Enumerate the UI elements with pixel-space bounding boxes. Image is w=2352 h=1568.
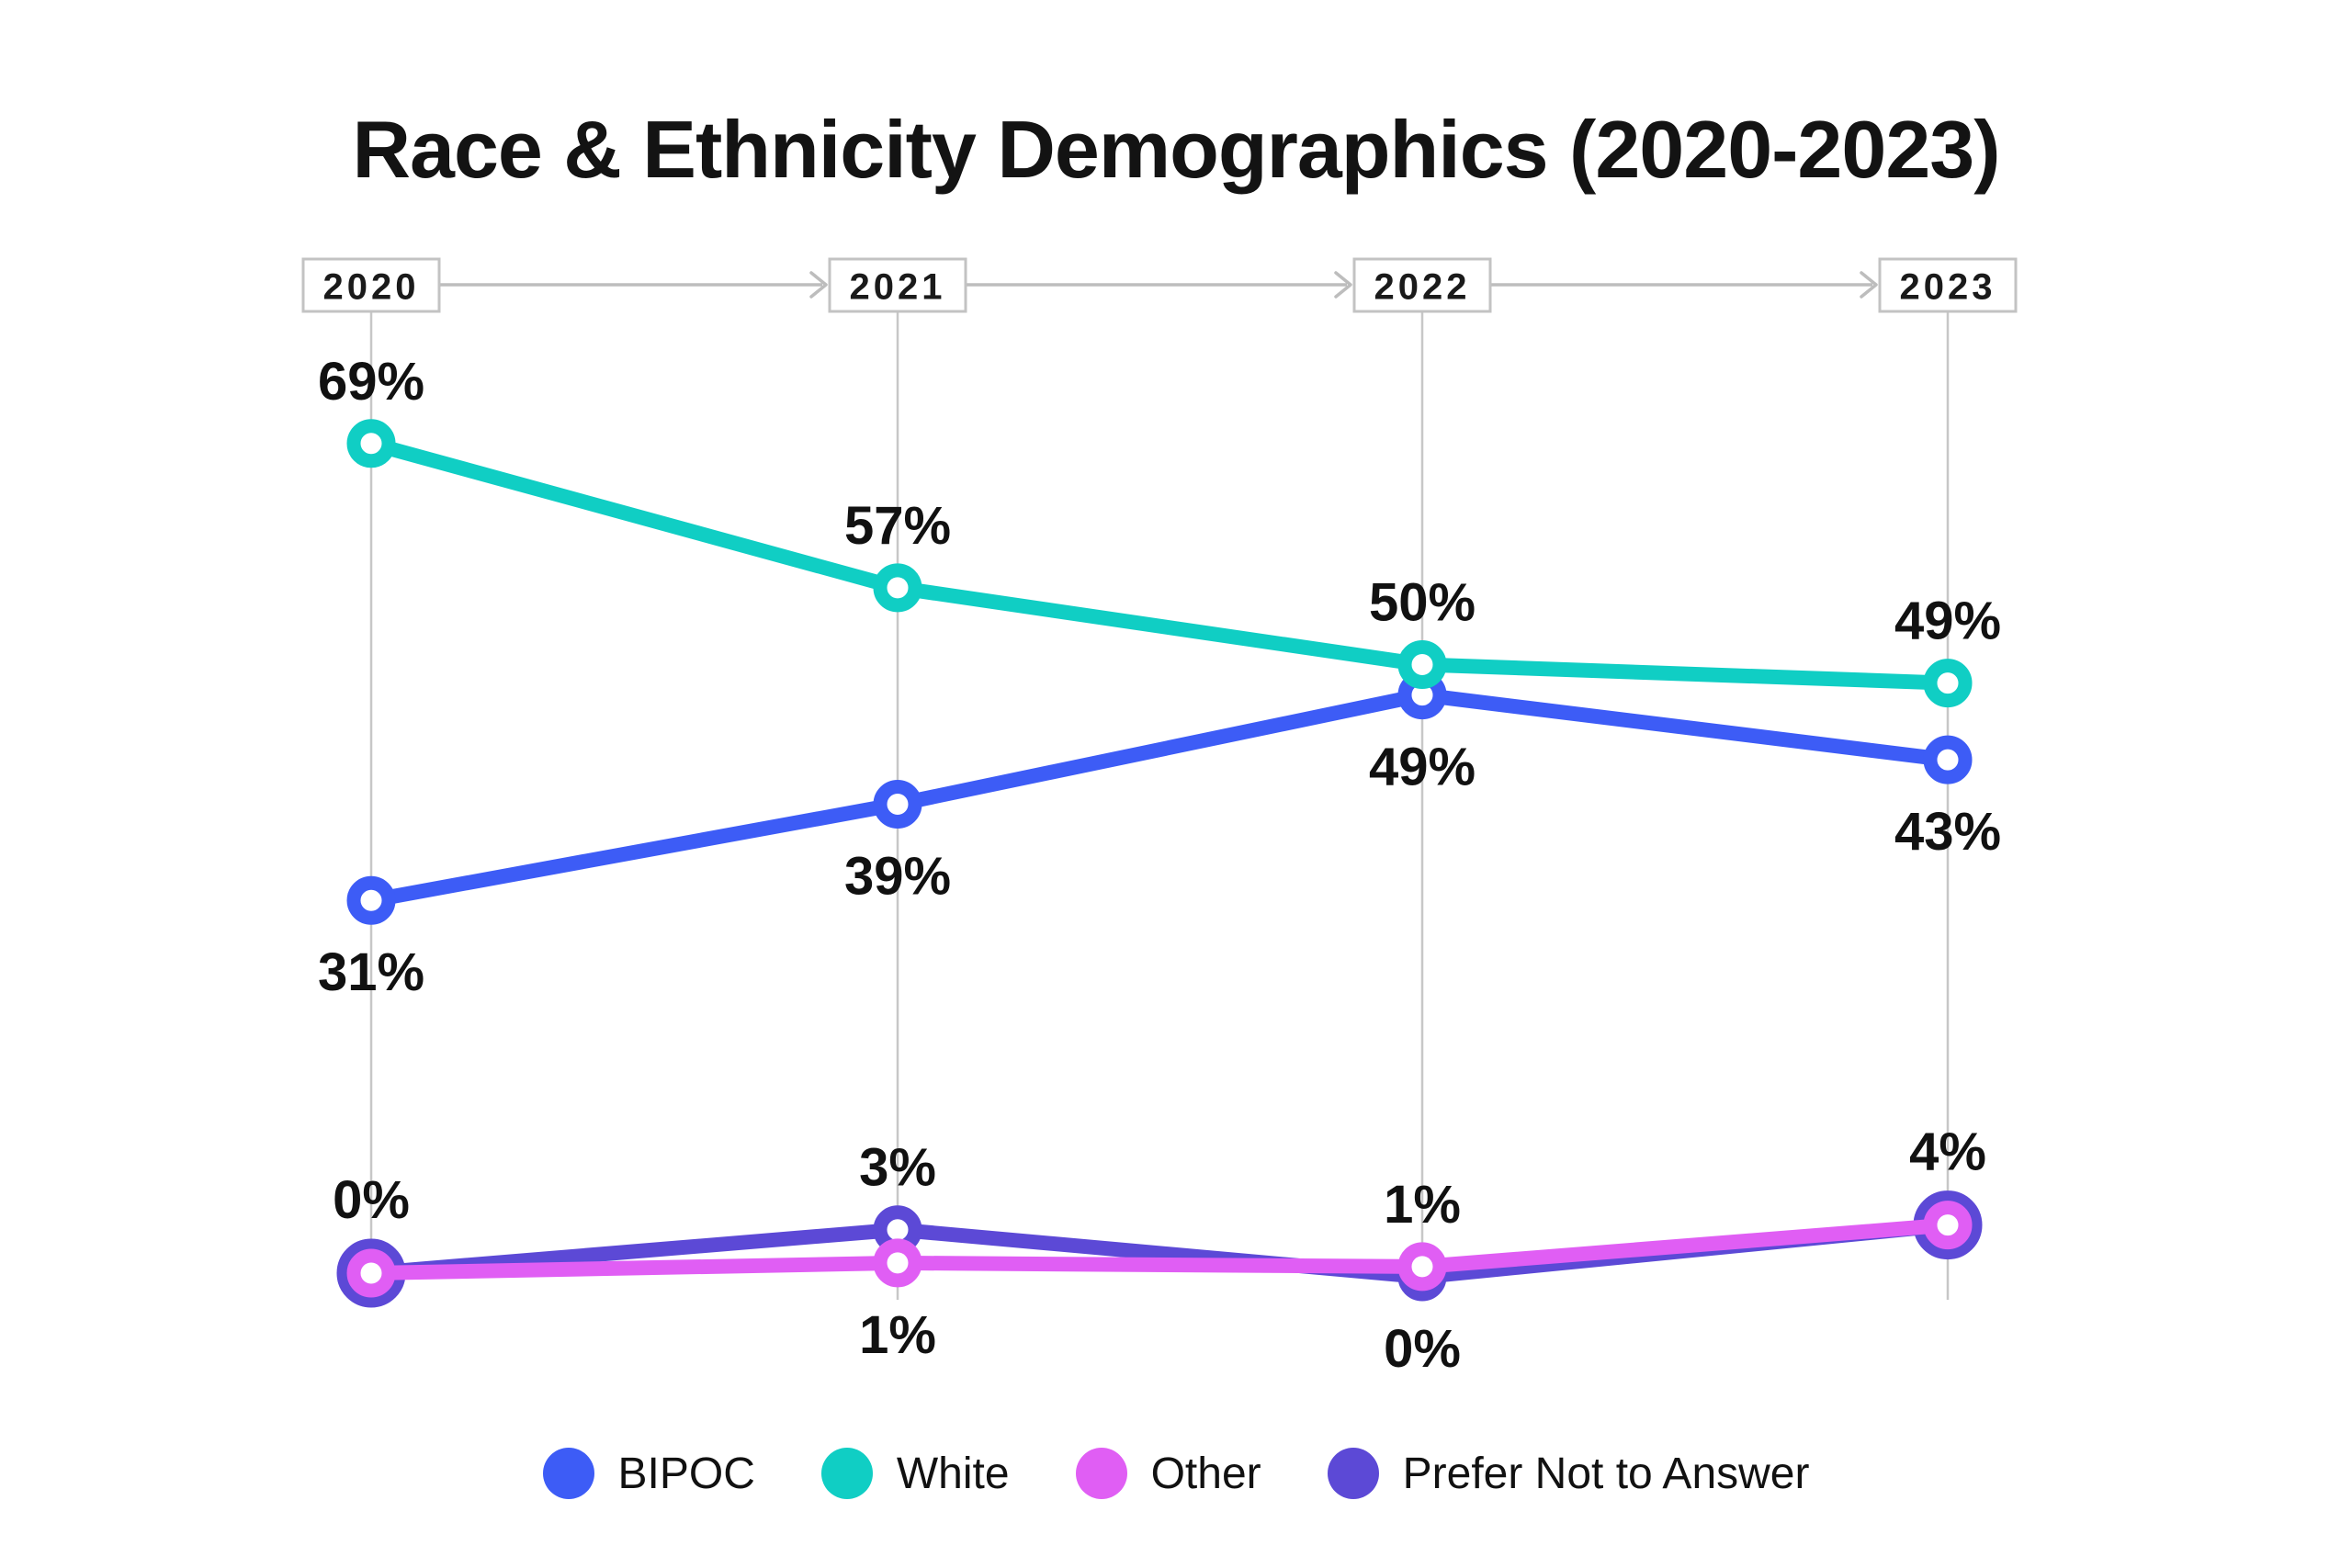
year-label-box bbox=[1878, 257, 2018, 313]
legend-label-white: White bbox=[896, 1449, 1010, 1498]
data-point-label: 4% bbox=[1909, 1122, 1986, 1182]
year-label-box bbox=[301, 257, 441, 313]
arrow-right-icon bbox=[1860, 271, 1878, 299]
data-point-label: 1% bbox=[1384, 1175, 1461, 1235]
data-point-label: 49% bbox=[1894, 592, 2001, 651]
legend: BIPOC White Other Prefer Not to Answer bbox=[0, 1448, 2352, 1499]
data-point-marker bbox=[873, 563, 922, 613]
legend-swatch-other bbox=[1075, 1448, 1127, 1499]
data-point-marker bbox=[873, 779, 922, 829]
data-point-label: 49% bbox=[1369, 738, 1476, 797]
legend-label-bipoc: BIPOC bbox=[617, 1449, 755, 1498]
data-point-label: 57% bbox=[844, 496, 951, 556]
data-point-label: 0% bbox=[333, 1170, 410, 1230]
arrow-right-icon bbox=[1334, 271, 1352, 299]
data-point-label: 50% bbox=[1369, 573, 1476, 633]
year-label: 2020 bbox=[323, 267, 420, 308]
data-point-marker bbox=[346, 419, 396, 468]
data-point-label: 0% bbox=[1384, 1319, 1461, 1379]
legend-swatch-white bbox=[820, 1448, 873, 1499]
series-line-white bbox=[364, 435, 1955, 691]
data-point-marker bbox=[1397, 1242, 1447, 1292]
data-point-label: 1% bbox=[859, 1305, 936, 1365]
year-label: 2022 bbox=[1374, 267, 1471, 308]
legend-item-prefer-not-to-answer: Prefer Not to Answer bbox=[1327, 1448, 1810, 1499]
data-point-label: 43% bbox=[1894, 802, 2001, 862]
data-point-marker bbox=[1923, 659, 1973, 708]
arrow-right-icon bbox=[809, 271, 828, 299]
data-point-label: 39% bbox=[844, 846, 951, 906]
legend-item-white: White bbox=[820, 1448, 1010, 1499]
year-label: 2023 bbox=[1900, 267, 1996, 308]
data-point-marker bbox=[1397, 640, 1447, 689]
legend-item-other: Other bbox=[1075, 1448, 1261, 1499]
data-point-marker bbox=[346, 1248, 396, 1298]
chart-title: Race & Ethnicity Demographics (2020-2023… bbox=[352, 104, 2000, 195]
series-line-bipoc bbox=[364, 687, 1955, 908]
data-point-label: 3% bbox=[859, 1138, 936, 1198]
data-point-marker bbox=[346, 875, 396, 925]
series-line-other bbox=[364, 1217, 1955, 1280]
year-label-box bbox=[1352, 257, 1492, 313]
data-point-label: 31% bbox=[318, 942, 424, 1002]
legend-label-other: Other bbox=[1150, 1449, 1261, 1498]
year-label-box bbox=[828, 257, 967, 313]
legend-swatch-bipoc bbox=[542, 1448, 594, 1499]
legend-item-bipoc: BIPOC bbox=[542, 1448, 755, 1499]
data-point-label: 69% bbox=[318, 352, 424, 412]
data-point-marker bbox=[1923, 735, 1973, 784]
year-label: 2021 bbox=[850, 267, 946, 308]
data-point-marker bbox=[1923, 1201, 1973, 1250]
data-point-marker bbox=[873, 1238, 922, 1288]
legend-swatch-prefer-not-to-answer bbox=[1327, 1448, 1379, 1499]
legend-label-prefer-not-to-answer: Prefer Not to Answer bbox=[1402, 1449, 1810, 1498]
